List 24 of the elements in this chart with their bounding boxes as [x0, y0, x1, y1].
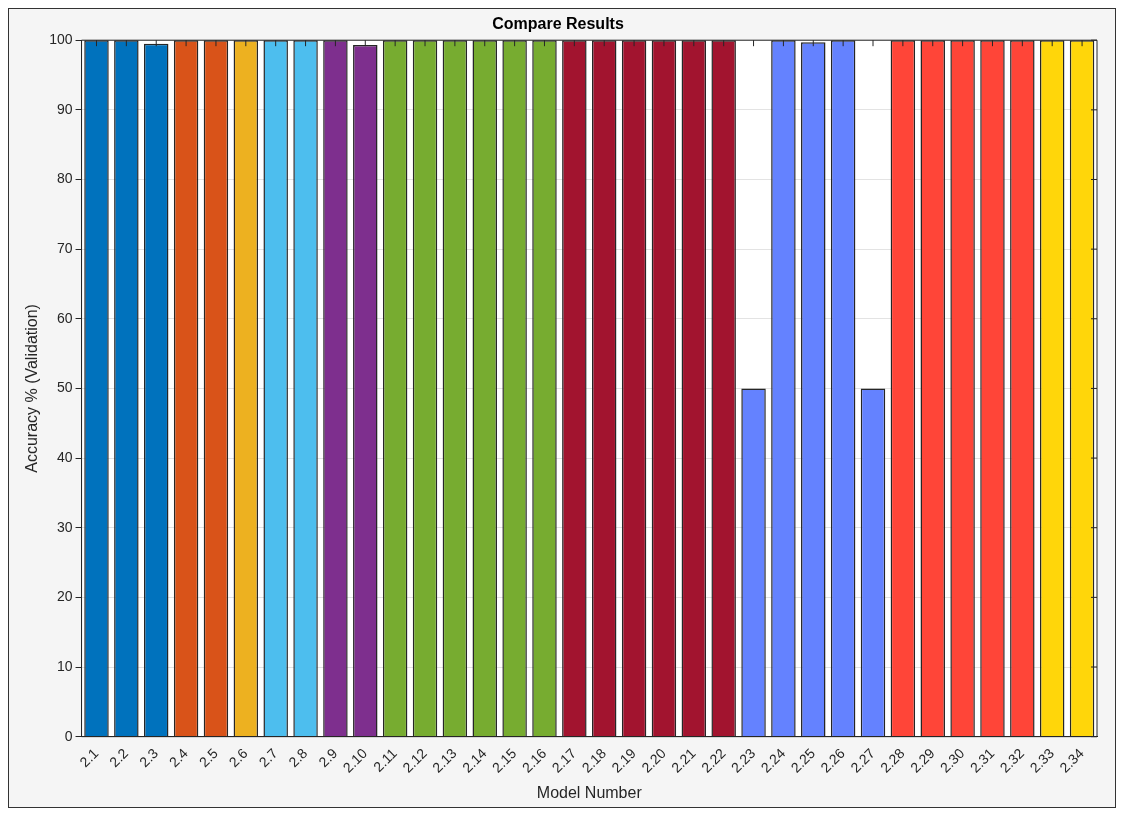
- y-tick-label: 0: [64, 727, 73, 744]
- x-tick-label: 2.1: [76, 744, 102, 771]
- x-tick-label: 2.8: [285, 744, 311, 771]
- y-tick-label: 10: [56, 657, 73, 674]
- x-tick-label: 2.4: [165, 744, 192, 771]
- chart-title: Compare Results: [492, 15, 624, 33]
- x-tick-label: 2.11: [370, 744, 401, 775]
- y-tick-label: 90: [56, 100, 73, 117]
- x-tick-label: 2.3: [135, 744, 162, 771]
- x-tick-label: 2.2: [106, 744, 132, 771]
- x-axis-title: Model Number: [536, 783, 643, 801]
- x-tick-label: 2.7: [255, 744, 281, 771]
- y-tick-label: 80: [56, 170, 73, 187]
- y-tick-label: 30: [56, 518, 73, 535]
- y-tick-label: 100: [49, 31, 73, 48]
- y-axis-title: Accuracy % (Validation): [23, 304, 41, 473]
- x-tick-label: 2.5: [195, 744, 221, 771]
- y-tick-label: 20: [56, 588, 73, 605]
- x-tick-label: 2.6: [225, 744, 251, 771]
- y-tick-label: 50: [56, 379, 73, 396]
- y-tick-label: 70: [56, 240, 73, 256]
- y-tick-label: 60: [56, 309, 73, 326]
- y-tick-label: 40: [56, 448, 73, 465]
- x-tick-label: 2.9: [315, 744, 341, 771]
